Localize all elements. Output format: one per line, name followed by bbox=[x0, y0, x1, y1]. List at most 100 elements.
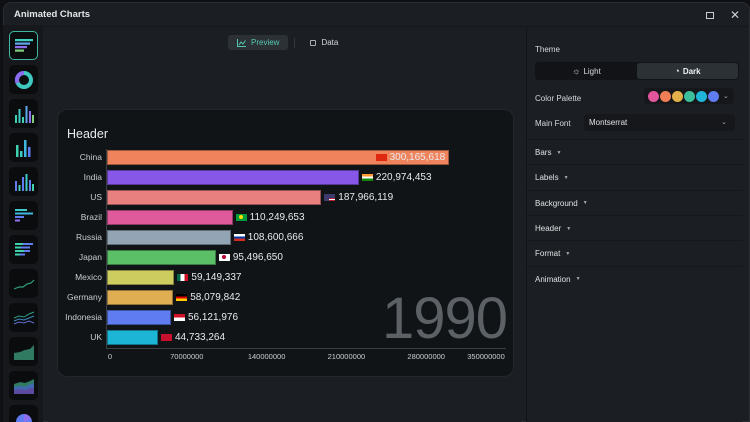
caret-down-icon: ▼ bbox=[565, 251, 571, 258]
x-axis bbox=[107, 348, 506, 349]
chart-canvas: Header 1990 China 300,165,618 India 220,974… bbox=[57, 109, 514, 377]
section-labels[interactable]: Labels ▼ bbox=[527, 164, 743, 189]
value-text: 300,165,618 bbox=[389, 151, 446, 163]
theme-dark-option[interactable]: ◔ Dark bbox=[637, 63, 738, 79]
tab-separator bbox=[294, 37, 296, 48]
chart-type-column-2[interactable] bbox=[9, 133, 38, 162]
y-axis bbox=[106, 149, 107, 349]
close-icon: ✕ bbox=[729, 8, 741, 22]
bar[interactable] bbox=[107, 230, 231, 245]
pie-chart-icon bbox=[15, 413, 32, 422]
window-title: Animated Charts bbox=[14, 9, 91, 20]
value-text: 110,249,653 bbox=[249, 211, 305, 223]
bar-row: Japan 95,496,650 bbox=[79, 249, 506, 265]
section-header[interactable]: Header ▼ bbox=[527, 214, 743, 240]
theme-light-option[interactable]: ☼ Light bbox=[536, 63, 637, 79]
value-label: 44,733,264 bbox=[160, 329, 225, 345]
close-button[interactable]: ✕ bbox=[727, 7, 743, 23]
caret-down-icon: ▼ bbox=[566, 225, 572, 232]
bar[interactable] bbox=[107, 190, 322, 205]
multi-line-icon bbox=[13, 311, 34, 324]
x-tick: 0 bbox=[107, 352, 113, 361]
bar[interactable] bbox=[107, 290, 174, 305]
tab-preview[interactable]: Preview bbox=[228, 35, 289, 50]
bar-row: Brazil 110,249,653 bbox=[81, 209, 506, 225]
section-bars[interactable]: Bars ▼ bbox=[527, 139, 743, 164]
chart-type-line[interactable] bbox=[9, 269, 38, 298]
chart-type-stacked-bar[interactable] bbox=[9, 235, 38, 264]
chart-header[interactable]: Header bbox=[67, 127, 108, 141]
value-label: 58,079,842 bbox=[176, 289, 240, 305]
caret-down-icon: ▼ bbox=[556, 149, 562, 156]
chevron-down-icon: ⌄ bbox=[723, 93, 729, 100]
main-font-value: Montserrat bbox=[589, 118, 628, 127]
column-chart-icon bbox=[14, 173, 34, 191]
maximize-button[interactable] bbox=[702, 7, 718, 23]
bar-race-icon bbox=[14, 38, 33, 52]
column-chart-icon bbox=[15, 139, 30, 157]
title-bar: Animated Charts ✕ bbox=[4, 3, 749, 27]
flag-icon bbox=[218, 253, 230, 261]
theme-dark-label: Dark bbox=[682, 66, 701, 76]
value-label: 95,496,650 bbox=[218, 249, 283, 265]
bar[interactable] bbox=[107, 210, 233, 225]
caret-down-icon: ▼ bbox=[575, 276, 581, 283]
main-font-select[interactable]: Montserrat ⌄ bbox=[584, 114, 735, 131]
palette-swatch bbox=[648, 90, 659, 102]
tab-data[interactable]: Data bbox=[301, 35, 347, 50]
value-label: 300,165,618 bbox=[375, 149, 446, 165]
bar-row: India 220,974,453 bbox=[84, 169, 506, 185]
tab-preview-label: Preview bbox=[251, 38, 280, 47]
category-label: UK bbox=[90, 332, 103, 342]
chart-type-stacked-area[interactable] bbox=[9, 371, 38, 400]
chart-type-multi-line[interactable] bbox=[9, 303, 38, 332]
line-chart-icon bbox=[237, 38, 246, 47]
chevron-down-icon: ⌄ bbox=[721, 119, 727, 126]
section-label: Animation ▼ bbox=[535, 274, 581, 284]
flag-icon bbox=[235, 213, 247, 221]
bar[interactable] bbox=[107, 150, 450, 165]
settings-panel: Theme ☼ Light ◔ Dark Color Palette ⌄ Mai… bbox=[526, 28, 743, 422]
chart-type-column-1[interactable] bbox=[9, 99, 38, 128]
x-tick: 210000000 bbox=[327, 352, 366, 361]
year-label: 1990 bbox=[381, 286, 508, 351]
bar-row: UK 44,733,264 bbox=[90, 329, 506, 345]
moon-icon: ◔ bbox=[674, 66, 680, 76]
flag-icon bbox=[160, 333, 172, 341]
bar[interactable] bbox=[107, 170, 359, 185]
theme-light-label: Light bbox=[583, 66, 601, 76]
bar[interactable] bbox=[107, 330, 158, 345]
section-label: Bars ▼ bbox=[535, 148, 562, 157]
category-label: Russia bbox=[76, 232, 103, 242]
value-label: 108,600,666 bbox=[233, 229, 303, 245]
section-animation[interactable]: Animation ▼ bbox=[527, 265, 743, 291]
color-palette-dropdown[interactable]: ⌄ bbox=[644, 88, 734, 104]
chart-type-bar-race[interactable] bbox=[9, 31, 38, 60]
category-label: Indonesia bbox=[65, 312, 103, 322]
flag-icon bbox=[375, 153, 387, 161]
value-label: 187,966,119 bbox=[324, 189, 393, 205]
color-palette-label: Color Palette bbox=[535, 94, 582, 103]
palette-swatch bbox=[672, 90, 683, 102]
bar-chart-icon bbox=[14, 208, 33, 221]
chart-type-horizontal-bar[interactable] bbox=[9, 201, 38, 230]
bar[interactable] bbox=[107, 270, 175, 285]
value-text: 187,966,119 bbox=[338, 191, 394, 203]
section-format[interactable]: Format ▼ bbox=[527, 240, 743, 265]
x-tick: 70000000 bbox=[170, 352, 204, 361]
section-background[interactable]: Background ▼ bbox=[527, 189, 743, 215]
value-label: 110,249,653 bbox=[235, 209, 305, 225]
bar[interactable] bbox=[107, 310, 171, 325]
chart-type-column-3[interactable] bbox=[9, 167, 38, 196]
section-label: Header ▼ bbox=[535, 223, 572, 233]
chart-type-pie[interactable] bbox=[9, 405, 38, 422]
table-icon bbox=[310, 39, 317, 46]
palette-swatch bbox=[660, 90, 671, 102]
stacked-area-icon bbox=[13, 378, 34, 394]
bar[interactable] bbox=[107, 250, 216, 265]
category-label: Brazil bbox=[80, 212, 103, 222]
view-tabs: Preview Data bbox=[228, 35, 347, 50]
flag-icon bbox=[176, 293, 188, 301]
chart-type-area[interactable] bbox=[9, 337, 38, 366]
chart-type-donut[interactable] bbox=[9, 65, 38, 94]
